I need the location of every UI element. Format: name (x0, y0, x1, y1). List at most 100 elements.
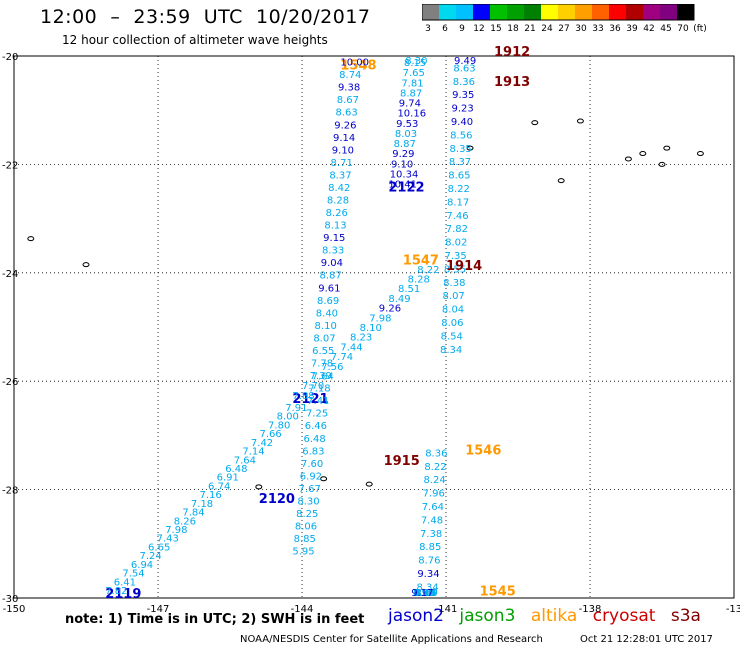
track-label-1547: 1547 (403, 254, 439, 269)
colorbar-label: 33 (592, 24, 603, 34)
swh-value: 8.24 (423, 475, 445, 486)
colorbar-label: 15 (490, 24, 501, 34)
swh-value: 9.17 (411, 588, 433, 599)
colorbar-swatch (439, 4, 456, 20)
colorbar-label: 24 (541, 24, 553, 34)
swh-value: 6.46 (305, 421, 327, 432)
swh-value: 8.63 (453, 63, 475, 74)
swh-value: 8.85 (294, 534, 316, 545)
swh-value: 8.69 (416, 588, 438, 599)
island-outline (639, 151, 647, 157)
swh-value: 8.71 (331, 158, 353, 169)
colorbar-label: 70 (677, 24, 689, 34)
swh-value: 8.06 (441, 318, 463, 329)
swh-value: 8.87 (319, 271, 341, 282)
swh-value: 8.36 (425, 448, 447, 459)
swh-value: 7.42 (251, 438, 273, 449)
colorbar-label: 3 (425, 24, 431, 34)
swh-value: 8.55 (444, 264, 466, 275)
swh-value: 8.30 (405, 56, 427, 67)
swh-value: 7.48 (421, 515, 443, 526)
island-outline (658, 161, 666, 167)
legend-s3a: s3a (670, 606, 701, 626)
track-label-2121: 2121 (292, 392, 328, 407)
island-outline (663, 145, 671, 151)
swh-value: 8.34 (416, 582, 438, 593)
colorbar-swatch (473, 4, 490, 20)
swh-value: 8.36 (453, 77, 475, 88)
swh-value: 10.16 (397, 109, 426, 120)
swh-value: 7.95 (412, 588, 434, 599)
swh-value: 9.04 (321, 258, 343, 269)
x-tick-label: -147 (147, 604, 170, 615)
x-tick-label: -150 (3, 604, 26, 615)
colorbar-label: 36 (609, 24, 621, 34)
swh-value: 9.23 (451, 104, 473, 115)
swh-value: 8.28 (327, 195, 349, 206)
colorbar-label: 39 (626, 24, 638, 34)
swh-value: 7.74 (331, 352, 353, 363)
colorbar-swatch (456, 4, 473, 20)
colorbar-swatch (541, 4, 558, 20)
swh-value: 9.40 (451, 117, 473, 128)
legend-altika: altika (530, 606, 578, 626)
legend-jason2: jason2 (388, 606, 444, 626)
swh-value: 8.60 (413, 588, 435, 599)
island-outline (531, 120, 539, 126)
swh-value: 7.82 (105, 586, 127, 597)
colorbar-swatch (609, 4, 626, 20)
swh-value: 7.18 (308, 384, 330, 395)
swh-value: 10.41 (388, 180, 417, 191)
colorbar-swatch (490, 4, 507, 20)
footer-credit: NOAA/NESDIS Center for Satellite Applica… (240, 634, 543, 645)
colorbar-label: 9 (459, 24, 465, 34)
map-title: 12:00 – 23:59 UTC 10/20/2017 (40, 6, 371, 28)
swh-value: 7.98 (369, 313, 391, 324)
swh-value: 8.38 (443, 278, 465, 289)
swh-value: 8.23 (350, 333, 372, 344)
track-label-1546: 1546 (465, 443, 501, 458)
swh-value: 7.81 (401, 78, 423, 89)
island-outline (576, 118, 584, 124)
swh-value: 9.10 (332, 145, 354, 156)
swh-value: 7.18 (191, 499, 213, 510)
color-scale-bar: 3 6 9 12 15 18 21 24 27 30 33 36 39 42 45 70 (ft) (422, 4, 707, 34)
colorbar-label: (ft) (693, 24, 707, 34)
swh-value: 8.22 (424, 462, 446, 473)
swh-value: 6.91 (217, 473, 239, 484)
colorbar-swatch (524, 4, 541, 20)
colorbar-frame (422, 4, 695, 21)
colorbar-swatch (558, 4, 575, 20)
swh-value: 9.49 (454, 56, 476, 67)
swh-value: 8.30 (297, 496, 319, 507)
colorbar-swatch (592, 4, 609, 20)
swh-value: 7.78 (311, 359, 333, 370)
swh-value: 7.64 (312, 371, 334, 382)
y-tick-label: -20 (2, 52, 18, 63)
colorbar-swatch (626, 4, 643, 20)
swh-value: 8.10 (315, 321, 337, 332)
swh-value: 6.55 (312, 346, 334, 357)
swh-value: 7.96 (423, 489, 445, 500)
swh-value: 8.03 (395, 129, 417, 140)
track-label-1548: 1548 (340, 59, 376, 74)
swh-value: 8.37 (449, 157, 471, 168)
swh-value: 9.10 (391, 159, 413, 170)
swh-value: 6.65 (148, 542, 170, 553)
swh-value: 10.34 (390, 169, 419, 180)
swh-value: 8.25 (296, 509, 318, 520)
swh-value: 8.07 (313, 333, 335, 344)
swh-value: 7.66 (259, 429, 281, 440)
y-tick-label: -30 (2, 594, 18, 605)
swh-value: 9.26 (334, 120, 356, 131)
swh-value: 8.56 (450, 130, 472, 141)
colorbar-label: 6 (442, 24, 448, 34)
swh-value: 7.65 (403, 68, 425, 79)
swh-value: 8.74 (339, 70, 361, 81)
swh-value: 8.42 (328, 183, 350, 194)
swh-value: 8.48 (414, 588, 436, 599)
swh-value: 9.34 (417, 569, 439, 580)
swh-value: 9.14 (333, 133, 355, 144)
swh-value: 9.29 (392, 149, 414, 160)
colorbar-label: 45 (660, 24, 671, 34)
